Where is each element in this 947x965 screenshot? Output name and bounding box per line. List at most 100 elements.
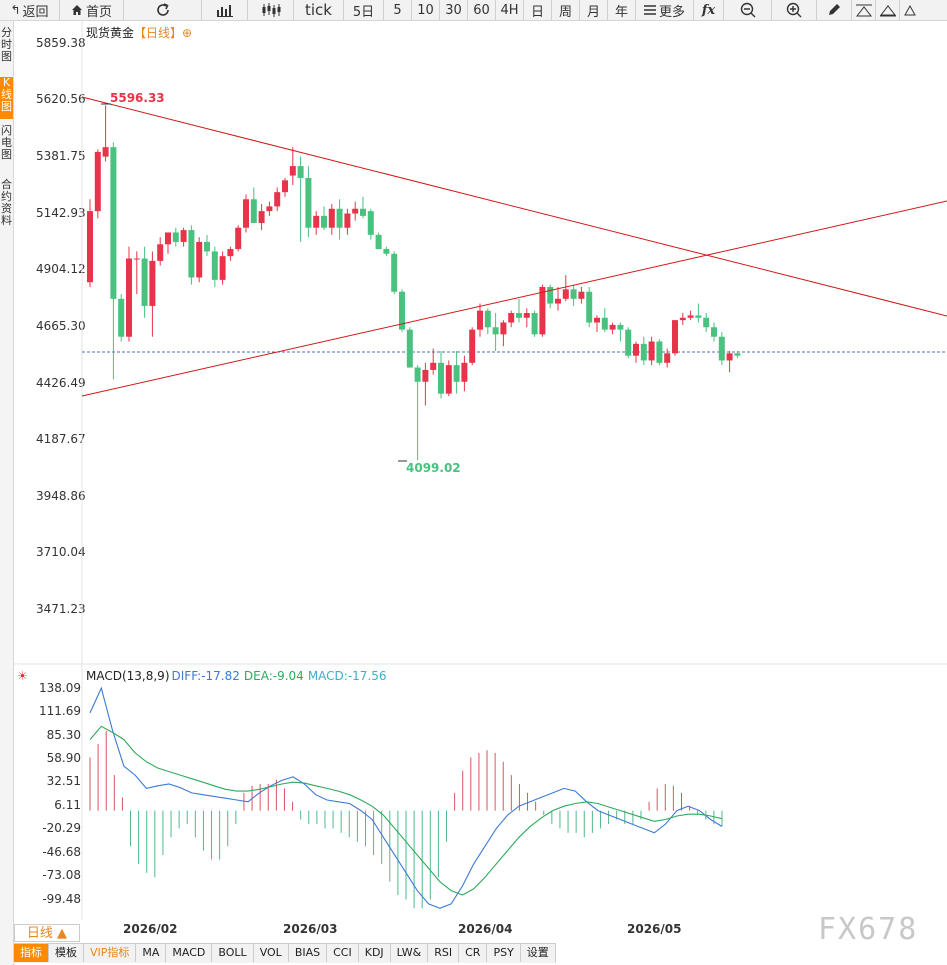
candle-down — [305, 177, 312, 228]
fx-icon: fx — [701, 2, 716, 18]
tab-timeshare[interactable]: 分时图 — [1, 26, 12, 63]
x-date-label: 2026/03 — [283, 922, 338, 936]
candle-down — [734, 353, 741, 356]
candle-up — [258, 211, 265, 223]
draw-more-button[interactable] — [900, 0, 920, 20]
back-button[interactable]: ↰ 返回 — [0, 0, 60, 20]
macd-tick: 32.51 — [46, 774, 81, 788]
period-10m[interactable]: 10 — [412, 0, 440, 20]
tab-bias[interactable]: BIAS — [289, 944, 328, 962]
draw-triangle-line-button[interactable] — [876, 0, 900, 20]
tab-psy[interactable]: PSY — [487, 944, 521, 962]
period-4h[interactable]: 4H — [496, 0, 524, 20]
refresh-icon — [155, 2, 171, 18]
zoom-out-button[interactable] — [724, 0, 772, 20]
tab-cci[interactable]: CCI — [327, 944, 359, 962]
add-symbol-icon[interactable]: ⊕ — [182, 26, 193, 40]
candle-down — [703, 317, 710, 328]
home-icon — [71, 4, 83, 16]
period-week[interactable]: 周 — [552, 0, 580, 20]
candle-up — [133, 258, 140, 260]
candle-down — [711, 327, 717, 337]
tab-ma[interactable]: MA — [136, 944, 167, 962]
tab-boll[interactable]: BOLL — [212, 944, 254, 962]
macd-tick: 138.09 — [39, 681, 81, 695]
candle-up — [313, 215, 320, 228]
back-label: 返回 — [22, 4, 49, 20]
pen-icon — [827, 3, 841, 17]
draw-triangle-button[interactable] — [852, 0, 876, 20]
tab-cr[interactable]: CR — [459, 944, 488, 962]
macd-tick: -46.68 — [42, 845, 81, 859]
candle-down — [547, 286, 554, 304]
candle-up — [523, 313, 530, 318]
triangle-line-icon — [879, 3, 897, 17]
candle-up — [672, 320, 678, 354]
period-5m[interactable]: 5 — [384, 0, 412, 20]
candle-down — [110, 147, 117, 299]
candle-chart-button[interactable] — [248, 0, 294, 20]
tab-vol[interactable]: VOL — [254, 944, 289, 962]
symbol-name: 现货黄金 — [86, 26, 135, 40]
tab-rsi[interactable]: RSI — [428, 944, 460, 962]
candle-up — [102, 147, 109, 157]
period-month[interactable]: 月 — [580, 0, 608, 20]
bar-chart-button[interactable] — [202, 0, 248, 20]
tab-contract-info[interactable]: 合约资料 — [1, 178, 12, 227]
tab-kline[interactable]: K线图 — [0, 77, 13, 119]
macd-dea-line — [89, 725, 723, 896]
period-5d[interactable]: 5日 — [344, 0, 384, 20]
tab-lightning[interactable]: 闪电图 — [1, 124, 12, 161]
period-day[interactable]: 日 — [524, 0, 552, 20]
price-tick: 5381.75 — [36, 149, 86, 163]
period-60m[interactable]: 60 — [468, 0, 496, 20]
candle-down — [656, 341, 663, 363]
tab-indicators[interactable]: 指标 — [14, 944, 49, 962]
tab-lw[interactable]: LW& — [391, 944, 429, 962]
zoom-in-button[interactable] — [772, 0, 817, 20]
candle-up — [219, 256, 226, 280]
formula-button[interactable]: fx — [694, 0, 724, 20]
candle-up — [687, 315, 694, 318]
tick-button[interactable]: tick — [294, 0, 344, 20]
tab-vip-indicators[interactable]: VIP指标 — [84, 944, 137, 962]
candle-down — [625, 329, 632, 356]
tab-settings[interactable]: 设置 — [521, 944, 556, 962]
menu-icon — [643, 5, 656, 15]
period-year[interactable]: 年 — [608, 0, 636, 20]
period-tag[interactable]: 【日线】 — [134, 26, 183, 40]
candle-up — [461, 362, 468, 382]
candlestick-icon — [261, 3, 281, 17]
diff-value: DIFF:-17.82 — [171, 669, 240, 683]
home-button[interactable]: 首页 — [60, 0, 124, 20]
toolbar: ↰ 返回 首页 tick 5日 5 10 30 60 4H 日 周 月 年 更多 — [0, 0, 947, 21]
tab-templates[interactable]: 模板 — [49, 944, 84, 962]
candle-up — [149, 260, 156, 306]
candle-up — [87, 211, 93, 283]
high-price-label: 5596.33 — [110, 91, 165, 105]
candle-down — [586, 291, 593, 323]
price-tick: 5859.38 — [36, 36, 86, 50]
tab-kdj[interactable]: KDJ — [359, 944, 391, 962]
period-30m[interactable]: 30 — [440, 0, 468, 20]
macd-diff-line — [89, 686, 723, 909]
low-price-label: 4099.02 — [406, 461, 461, 475]
macd-tick: -73.08 — [42, 868, 81, 882]
candle-down — [297, 166, 304, 178]
candle-up — [664, 353, 671, 363]
macd-title: MACD(13,8,9) DIFF:-17.82 DEA:-9.04 MACD:-17… — [86, 669, 387, 683]
candle-down — [204, 241, 210, 252]
period-selector[interactable]: 日线 ▲ — [14, 924, 80, 942]
draw-pen-button[interactable] — [817, 0, 852, 20]
candle-down — [391, 253, 398, 292]
settings-sun-icon[interactable]: ☀ — [17, 669, 28, 683]
tab-macd[interactable]: MACD — [166, 944, 213, 962]
price-tick: 3471.23 — [36, 602, 86, 616]
more-button[interactable]: 更多 — [636, 0, 694, 20]
refresh-button[interactable] — [124, 0, 202, 20]
candle-down — [211, 251, 218, 280]
candle-down — [118, 298, 125, 337]
home-label: 首页 — [85, 4, 112, 20]
candle-up — [328, 208, 335, 228]
